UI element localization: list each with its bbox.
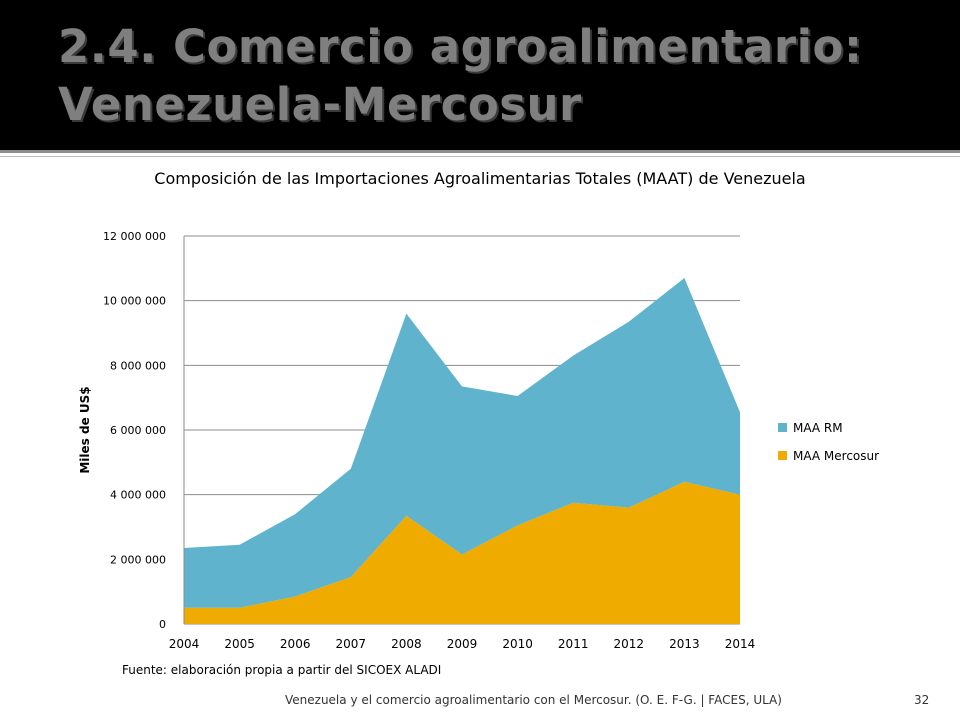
y-tick-label: 2 000 000 [110,553,166,566]
legend-swatch [778,451,787,460]
x-tick-label: 2013 [669,637,700,651]
page-number: 32 [914,693,930,707]
legend-label: MAA RM [793,421,843,435]
x-tick-label: 2012 [614,637,645,651]
x-tick-label: 2011 [558,637,589,651]
y-tick-label: 4 000 000 [110,489,166,502]
series-area-maa-rm [184,278,740,608]
y-tick-label: 6 000 000 [110,424,166,437]
x-tick-label: 2014 [725,637,756,651]
legend-swatch [778,423,787,432]
y-tick-label: 0 [159,618,166,631]
y-tick-label: 8 000 000 [110,359,166,372]
y-tick-label: 12 000 000 [103,230,166,243]
series-area-maa-mercosur [184,481,740,624]
slide-title: 2.4. Comercio agroalimentario: Venezuela… [58,20,863,131]
source-note: Fuente: elaboración propia a partir del … [122,663,442,677]
x-tick-label: 2008 [391,637,422,651]
title-band [0,0,960,150]
legend-label: MAA Mercosur [793,449,879,463]
x-tick-label: 2007 [336,637,367,651]
title-divider [0,150,960,153]
footer-text: Venezuela y el comercio agroalimentario … [285,693,782,707]
x-tick-label: 2010 [502,637,533,651]
x-tick-label: 2004 [169,637,200,651]
x-tick-label: 2006 [280,637,311,651]
chart-title: Composición de las Importaciones Agroali… [154,169,806,188]
y-tick-label: 10 000 000 [103,295,166,308]
x-tick-label: 2005 [224,637,255,651]
x-tick-label: 2009 [447,637,478,651]
title-divider-thin [0,156,960,157]
y-axis-label: Miles de US$ [78,386,92,473]
